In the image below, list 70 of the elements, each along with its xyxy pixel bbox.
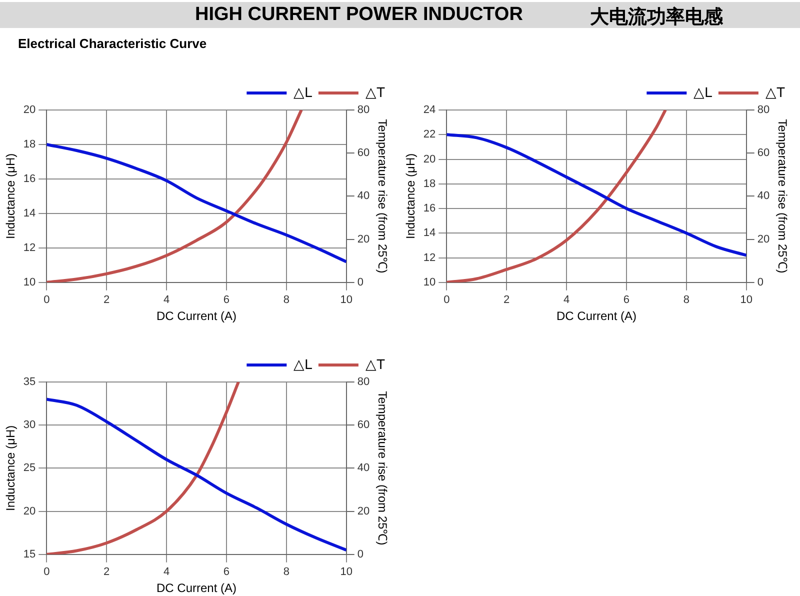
y-tick-label: 10	[23, 276, 36, 288]
y2-tick-label: 20	[757, 233, 770, 246]
y2-tick-label: 0	[357, 276, 364, 288]
x-tick-label: 10	[340, 294, 352, 306]
x-axis-title: DC Current (A)	[156, 581, 237, 596]
y2-tick-label: 40	[357, 462, 370, 474]
x-tick-label: 2	[104, 294, 110, 306]
x-tick-label: 8	[683, 294, 690, 306]
legend-label: △T	[365, 356, 386, 372]
y-axis-title: Inductance (μH)	[404, 153, 418, 240]
text: Electrical Characteristic Curve	[18, 36, 207, 51]
y-tick-label: 12	[23, 242, 36, 254]
y2-axis-title: Temperature rise (from 25℃)	[375, 119, 390, 274]
legend-label: △L	[294, 356, 313, 372]
y2-tick-label: 80	[357, 104, 370, 116]
x-tick-label: 8	[283, 566, 290, 578]
text: HIGH CURRENT POWER INDUCTOR	[195, 4, 523, 26]
x-tick-label: 0	[44, 294, 50, 306]
y-tick-label: 12	[423, 252, 436, 264]
legend-label: △T	[365, 84, 386, 100]
y-tick-label: 10	[423, 276, 436, 288]
y-tick-label: 35	[23, 376, 36, 388]
text: 大电流功率电感	[590, 6, 723, 30]
y2-tick-label: 0	[357, 548, 364, 560]
x-tick-label: 6	[623, 294, 630, 306]
y2-tick-label: 0	[757, 276, 764, 288]
y2-tick-label: 60	[757, 147, 770, 160]
legend-label: △L	[294, 84, 313, 100]
y2-tick-label: 20	[357, 233, 370, 246]
y2-tick-label: 80	[757, 104, 770, 116]
x-tick-label: 6	[223, 294, 230, 306]
x-tick-label: 0	[44, 566, 50, 578]
y-tick-label: 18	[423, 178, 436, 190]
y-tick-label: 24	[423, 104, 436, 116]
y-axis-title: Inductance (μH)	[4, 425, 18, 512]
x-axis-title: DC Current (A)	[156, 309, 237, 324]
y2-axis-title: Temperature rise (from 25℃)	[775, 119, 790, 274]
y-tick-label: 14	[423, 227, 436, 240]
x-axis-title: DC Current (A)	[556, 309, 637, 324]
y2-tick-label: 60	[357, 147, 370, 160]
y2-axis-title: Temperature rise (from 25℃)	[375, 391, 390, 546]
y-tick-label: 18	[23, 138, 36, 151]
y2-tick-label: 40	[757, 190, 770, 202]
y-axis-title: Inductance (μH)	[4, 153, 18, 240]
x-tick-label: 4	[563, 294, 570, 306]
x-tick-label: 4	[163, 566, 170, 578]
y2-tick-label: 60	[357, 419, 370, 432]
y-tick-label: 20	[423, 153, 436, 166]
y-tick-label: 30	[23, 419, 36, 432]
y-tick-label: 20	[23, 505, 36, 518]
legend-label: △L	[694, 84, 713, 100]
y-tick-label: 25	[23, 462, 36, 474]
y-tick-label: 14	[23, 207, 36, 220]
x-tick-label: 2	[104, 566, 110, 578]
x-tick-label: 10	[740, 294, 752, 306]
y2-tick-label: 40	[357, 190, 370, 202]
y2-tick-label: 20	[357, 505, 370, 518]
y-tick-label: 16	[23, 172, 36, 185]
y-tick-label: 15	[23, 548, 36, 560]
x-tick-label: 4	[163, 294, 170, 306]
x-tick-label: 6	[223, 566, 230, 578]
x-tick-label: 10	[340, 566, 352, 578]
legend-label: △T	[765, 84, 786, 100]
x-tick-label: 0	[444, 294, 450, 306]
x-tick-label: 8	[283, 294, 290, 306]
y-tick-label: 16	[423, 202, 436, 215]
y-tick-label: 20	[23, 104, 36, 116]
x-tick-label: 2	[504, 294, 510, 306]
y-tick-label: 22	[423, 128, 436, 141]
y2-tick-label: 80	[357, 376, 370, 388]
